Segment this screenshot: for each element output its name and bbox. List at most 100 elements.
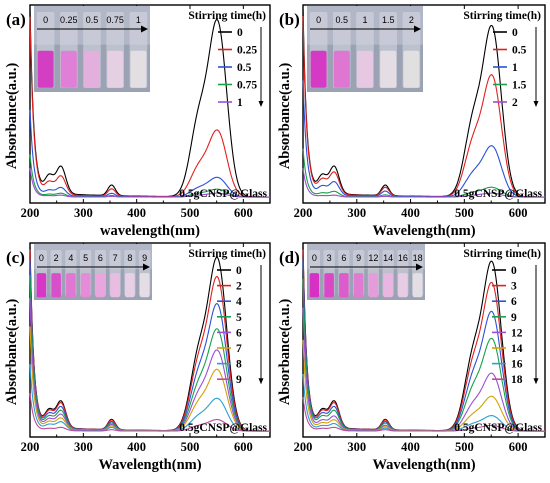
legend-arrow-head [258,101,264,107]
legend-label: 6 [511,296,517,308]
vial-solution [130,50,147,88]
legend-label: 12 [511,327,523,339]
vial-solution [309,273,320,298]
x-tick-label: 200 [294,206,313,220]
vial-label: 4 [68,253,73,263]
x-tick-label: 300 [74,440,93,454]
legend-label: 0 [237,27,243,39]
vial-solution [95,273,106,298]
x-tick-label: 400 [127,206,146,220]
x-tick-label: 500 [455,206,474,220]
legend-label: 14 [511,343,523,355]
x-tick-label: 300 [347,440,366,454]
legend-arrow-head [258,378,264,385]
vial-label: 3 [327,253,332,263]
time-arrow-head [141,25,148,33]
legend-label: 0.5 [237,62,252,74]
x-tick-label: 200 [294,440,313,454]
x-tick-label: 500 [181,206,200,220]
x-tick-label: 600 [234,206,253,220]
y-axis-title: Absorbance(a.u.) [277,63,293,170]
sample-annotation: 0.5gCNSP@Glass [454,188,542,200]
legend-label: 0.5 [512,45,527,57]
vial-solution [310,50,327,88]
vial-label: 6 [341,253,346,263]
vial-solution [60,50,77,88]
vial-label: 0 [39,253,44,263]
y-axis-title: Absorbance(a.u.) [277,299,293,406]
vials-inset-photo: 0 0.25 0.5 0.75 1 [34,6,150,92]
legend-label: 0 [512,27,518,39]
vial-label: 0 [43,15,48,25]
vial-solution [380,50,397,88]
legend-label: 3 [511,281,517,293]
legend-title: Stirring time(h) [188,248,266,260]
x-tick-label: 400 [401,206,420,220]
chart-panel-4: 200 300 400 500 600Wavelength(nm)Absorbance(… [277,242,546,473]
x-tick-label: 300 [74,206,93,220]
time-arrow-head [416,263,423,271]
x-tick-label: 400 [127,440,146,454]
x-tick-label: 200 [21,440,40,454]
legend-arrow-head [533,101,539,107]
vial-label: 0.5 [86,15,99,25]
legend: Stirring time(h) 0 2 4 5 6 7 8 9 [188,248,266,386]
vials-inset-photo: 0 0.5 1 1.5 2 [307,6,423,92]
x-axis-title: Wavelength(nm) [98,457,201,473]
legend-label: 7 [236,343,242,355]
vial-solution [333,50,350,88]
series-line-18 [302,396,545,432]
vial-label: 0.75 [106,15,124,25]
legend-title: Stirring time(h) [188,10,266,22]
plot-frame [29,4,271,204]
legend-label: 1 [237,97,243,109]
panel-label: (d) [279,248,300,267]
legend-label: 2 [236,281,242,293]
legend-label: 1.5 [512,80,527,92]
vial-solution [37,50,54,88]
x-tick-label: 300 [347,206,366,220]
x-axis-title: Wavelength(nm) [372,457,475,473]
legend-arrow-head [533,378,539,385]
vial-solution [339,273,349,298]
chart-panel-1: 200 300 400 500 600 wavelength(nm) Absorbance(… [4,4,271,239]
chart-panel-2: 200 300 400 500 600Wavelength(nm)Absorbance(… [277,4,546,239]
x-tick-label: 500 [455,440,474,454]
vial-label: 9 [356,253,361,263]
legend-label: 9 [511,312,517,324]
vial-label: 6 [98,253,103,263]
y-axis-title: Absorbance(a.u.) [4,299,20,406]
vial-solution [383,273,393,298]
legend-label: 5 [236,312,242,324]
sample-annotation: 0.5gCNSP@Glass [179,188,267,200]
vial-solution [398,273,408,298]
vial-solution [80,273,91,298]
vial-solution [368,273,379,298]
panel-label: (a) [6,10,26,29]
vial-solution [66,273,76,298]
vial-label: 18 [413,253,423,263]
legend-label: 4 [236,296,242,308]
time-arrow-head [143,263,150,271]
chart-panel-3: 200 300 400 500 600Wavelength(nm)Absorbance(… [4,242,271,473]
vial-label: 2 [409,15,414,25]
vial-label: 0 [316,15,321,25]
vial-label: 16 [398,253,408,263]
vial-solution [324,273,334,298]
vial-solution [51,273,61,298]
time-arrow-head [414,25,421,33]
x-tick-label: 600 [509,206,528,220]
vial-solution [83,50,101,88]
vial-label: 12 [368,253,378,263]
x-tick-label: 600 [234,440,253,454]
legend-label: 18 [511,374,523,386]
x-axis-title: wavelength(nm) [100,223,200,239]
vial-label: 9 [142,253,147,263]
legend-label: 0.75 [237,80,257,92]
legend-label: 0 [511,265,517,277]
vial-solution [110,273,120,298]
vial-solution [403,50,420,88]
vial-label: 2 [54,253,59,263]
